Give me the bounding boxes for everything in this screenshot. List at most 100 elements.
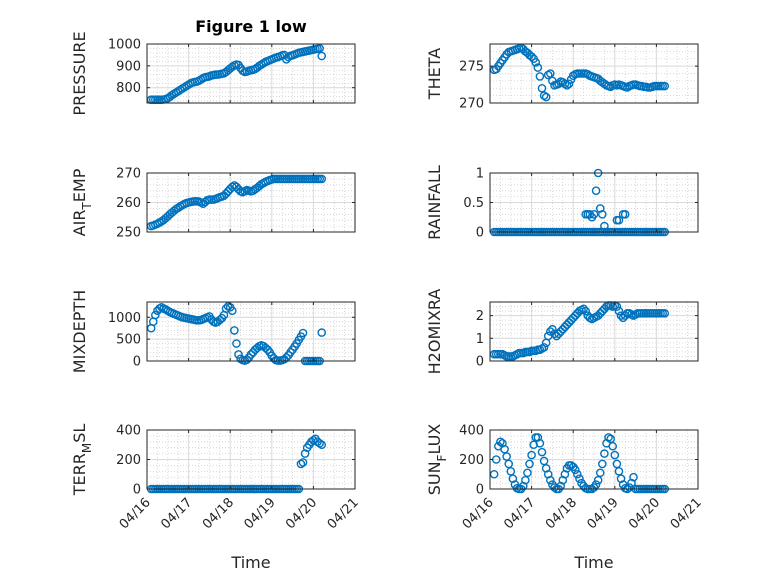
data-point bbox=[591, 186, 601, 195]
axes-frame bbox=[146, 43, 356, 104]
y-tick-label: 800 bbox=[116, 81, 141, 96]
subplot-theta: 270 275 THETA bbox=[425, 43, 699, 112]
subplot-sun-flux: 0 200 400 SUNFLUX 04/16 04/17 04/18 04/19 04/20 0… bbox=[425, 424, 705, 573]
x-tick-label: 04/17 bbox=[501, 495, 538, 532]
y-tick-label: 0 bbox=[476, 483, 484, 498]
data-point bbox=[614, 306, 624, 316]
x-tick-label: 04/17 bbox=[158, 495, 195, 532]
data-point bbox=[548, 324, 557, 334]
data-point bbox=[317, 328, 327, 337]
subplot-pressure: 800 900 1000 PRESSURE Figure 1 low bbox=[70, 17, 356, 116]
data-point bbox=[535, 438, 545, 448]
data-point bbox=[560, 79, 570, 89]
data-point bbox=[562, 81, 572, 90]
data-point bbox=[533, 63, 543, 72]
y-tick-label: 2 bbox=[476, 309, 484, 324]
y-axis-label: PRESSURE bbox=[70, 31, 89, 115]
y-axis-label: MIXDEPTH bbox=[70, 290, 89, 373]
data-point bbox=[573, 469, 582, 479]
data-point bbox=[629, 472, 638, 482]
data-point bbox=[315, 438, 324, 448]
data-point bbox=[614, 215, 624, 225]
y-tick-label: 0 bbox=[133, 483, 141, 498]
data-point bbox=[598, 209, 607, 219]
data-point bbox=[546, 69, 555, 78]
subplot-air-temp: 250 260 270 AIRTEMP bbox=[70, 167, 356, 241]
x-axis-label: Time bbox=[573, 553, 613, 572]
data-point bbox=[151, 310, 160, 320]
data-point bbox=[232, 339, 241, 348]
data-point bbox=[539, 91, 549, 100]
data-point bbox=[600, 449, 609, 458]
y-tick-label: 200 bbox=[459, 453, 484, 468]
data-point bbox=[604, 433, 613, 442]
data-point bbox=[660, 81, 670, 91]
data-point bbox=[608, 441, 618, 451]
y-axis-label: H2OMIXRA bbox=[425, 289, 444, 375]
data-point bbox=[593, 475, 603, 485]
data-point bbox=[660, 309, 670, 318]
data-point bbox=[279, 50, 289, 60]
data-point bbox=[521, 475, 530, 485]
y-tick-label: 270 bbox=[116, 167, 141, 182]
x-tick-label: 04/16 bbox=[117, 495, 154, 532]
data-point bbox=[554, 79, 563, 89]
data-point bbox=[317, 174, 327, 184]
y-tick-label: 1 bbox=[476, 167, 484, 182]
y-tick-label: 400 bbox=[116, 424, 141, 439]
data-point bbox=[614, 466, 624, 476]
subplot-mixdepth: 0 500 1000 MIXDEPTH bbox=[70, 290, 356, 373]
data-point bbox=[298, 328, 308, 338]
data-point bbox=[298, 458, 308, 467]
data-point bbox=[296, 459, 306, 469]
data-point bbox=[620, 311, 630, 320]
y-axis-label: RAINFALL bbox=[425, 165, 444, 240]
data-point bbox=[527, 450, 536, 460]
data-point bbox=[496, 437, 505, 447]
x-tick-label: 04/21 bbox=[668, 495, 705, 532]
subplot-h2omixra: 0 1 2 H2OMIXRA bbox=[425, 289, 699, 375]
x-tick-label: 04/21 bbox=[325, 495, 362, 532]
data-point bbox=[591, 480, 601, 489]
data-point bbox=[546, 475, 555, 485]
data-point bbox=[227, 306, 237, 316]
data-point bbox=[537, 447, 547, 457]
data-point bbox=[541, 92, 551, 102]
x-tick-label: 04/19 bbox=[242, 495, 279, 532]
data-point bbox=[612, 302, 622, 311]
data-point bbox=[606, 434, 615, 444]
axes-frame bbox=[146, 301, 356, 362]
data-point bbox=[317, 51, 327, 61]
data-point bbox=[489, 469, 499, 479]
y-tick-label: 260 bbox=[116, 196, 141, 211]
data-point bbox=[246, 350, 256, 359]
data-point bbox=[598, 459, 607, 469]
data-point bbox=[581, 306, 590, 316]
data-point bbox=[575, 474, 584, 483]
subplot-terr-msl: 0 200 400 TERRMSL 04/16 04/17 04/18 04/19 04/20 0… bbox=[70, 424, 362, 573]
data-point bbox=[234, 350, 243, 359]
data-point bbox=[570, 465, 580, 475]
y-tick-label: 400 bbox=[459, 424, 484, 439]
y-tick-label: 0 bbox=[133, 355, 141, 370]
subplot-rainfall: 0 0.5 1 RAINFALL bbox=[425, 165, 699, 241]
data-point bbox=[612, 459, 622, 469]
data-point bbox=[506, 466, 516, 476]
y-tick-label: 275 bbox=[459, 60, 484, 75]
data-point bbox=[531, 58, 541, 67]
x-tick-label: 04/16 bbox=[460, 495, 497, 532]
x-tick-label: 04/19 bbox=[585, 495, 622, 532]
y-tick-label: 0 bbox=[476, 226, 484, 241]
x-axis-label: Time bbox=[230, 553, 270, 572]
data-point bbox=[539, 456, 549, 466]
x-tick-label: 04/18 bbox=[200, 495, 237, 532]
data-point bbox=[230, 326, 239, 335]
data-point bbox=[500, 444, 509, 454]
data-point bbox=[610, 450, 620, 460]
data-point bbox=[215, 315, 225, 325]
data-point bbox=[242, 355, 252, 364]
data-point bbox=[595, 468, 605, 478]
y-tick-label: 1 bbox=[476, 332, 484, 347]
plot-area bbox=[147, 302, 355, 361]
